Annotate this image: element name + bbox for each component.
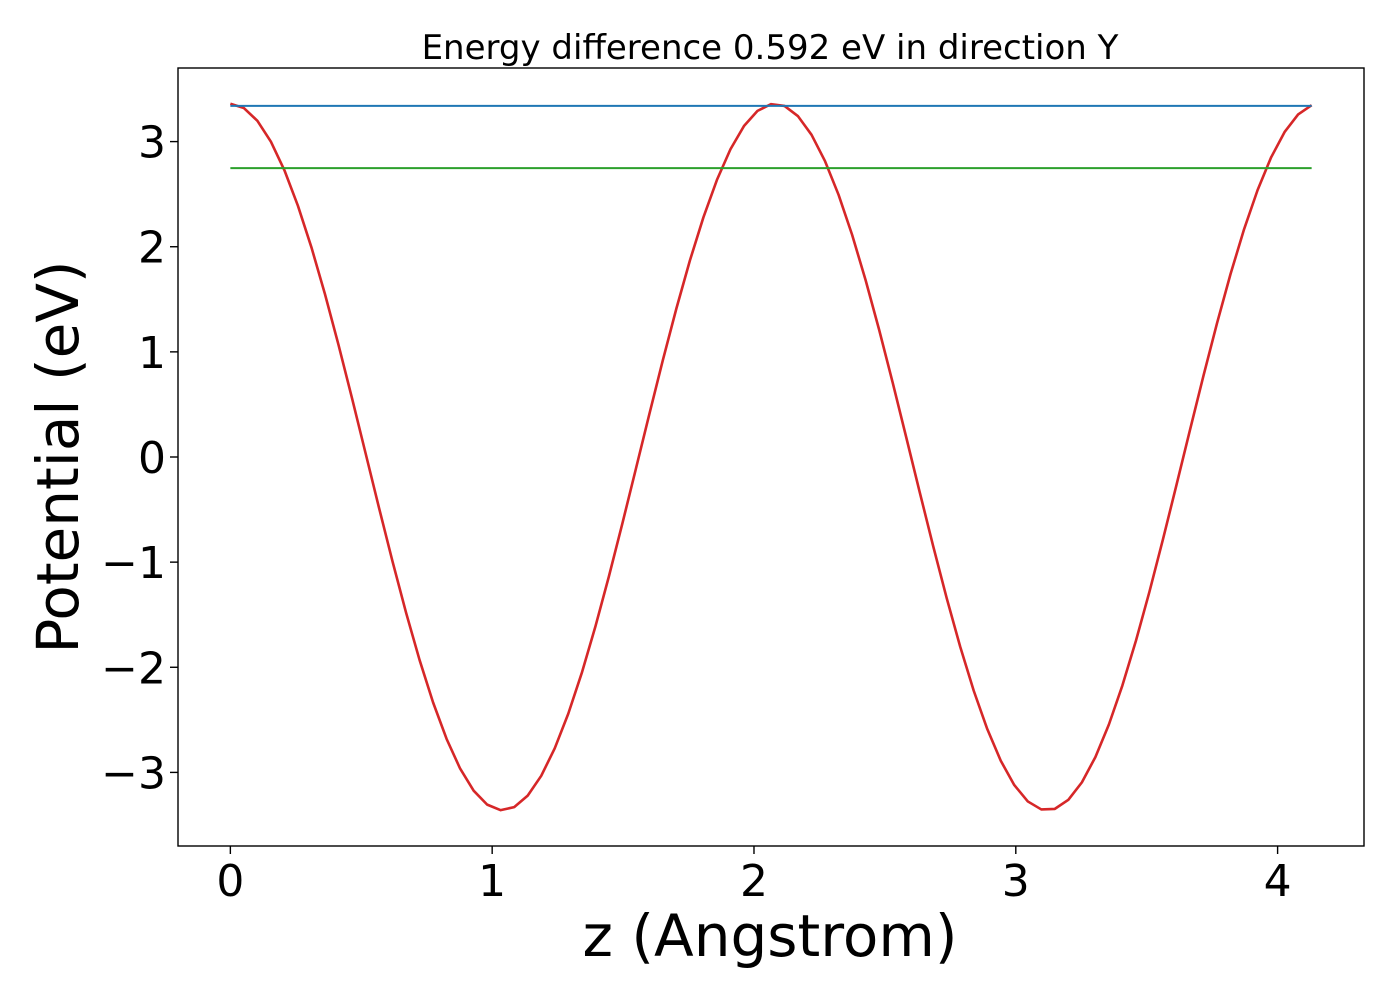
x-axis-title: z (Angstrom)	[583, 902, 958, 970]
x-tick-label: 0	[216, 856, 244, 907]
y-tick-label: −2	[101, 643, 166, 694]
y-tick-label: −3	[101, 748, 166, 799]
y-axis-title: Potential (eV)	[24, 260, 92, 653]
axes-frame	[177, 67, 1365, 847]
y-tick-label: 0	[138, 433, 166, 484]
x-tick-label: 4	[1264, 856, 1292, 907]
y-tick-label: 2	[138, 223, 166, 274]
x-tick-label: 1	[478, 856, 506, 907]
y-axis-ticks: −3 −2 −1 0 1 2 3	[101, 118, 178, 799]
y-tick-label: −1	[101, 538, 166, 589]
y-tick-label: 3	[138, 118, 166, 169]
x-tick-label: 2	[740, 856, 768, 907]
x-tick-label: 3	[1002, 856, 1030, 907]
y-tick-label: 1	[138, 328, 166, 379]
chart-title: Energy difference 0.592 eV in direction …	[422, 28, 1119, 68]
x-axis-ticks: 0 1 2 3 4	[216, 846, 1292, 907]
series-line-potential-curve	[229, 102, 1313, 812]
plot-area	[229, 102, 1313, 812]
